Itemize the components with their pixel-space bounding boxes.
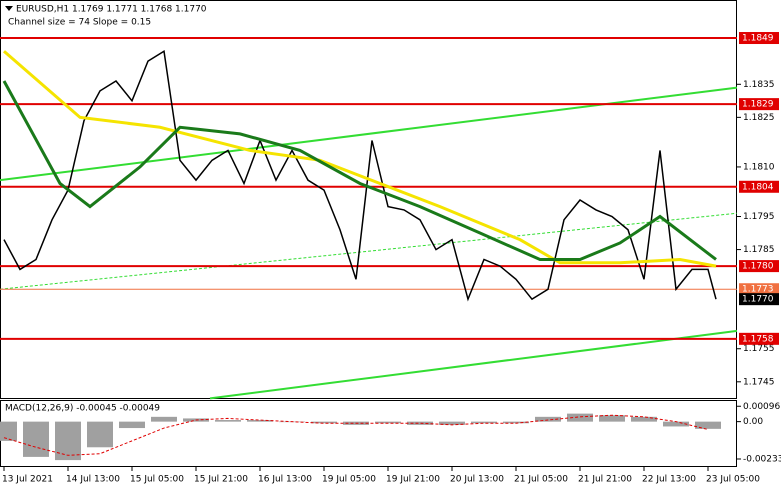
x-tick-label: 14 Jul 13:00 bbox=[66, 475, 120, 485]
price-label: 1.1770 bbox=[742, 295, 774, 305]
level-label: 1.1780 bbox=[742, 262, 774, 272]
macd-bar bbox=[55, 421, 81, 461]
level-label: 1.1773 bbox=[742, 285, 774, 295]
price-box bbox=[739, 293, 779, 306]
macd-bar bbox=[215, 420, 241, 422]
macd-bar bbox=[663, 421, 689, 427]
macd-y-tick-label: 0.00 bbox=[743, 417, 763, 427]
macd-y-tick-label: 0.00096 bbox=[743, 402, 780, 412]
level-box bbox=[739, 332, 779, 345]
menu-icon bbox=[5, 6, 13, 11]
x-tick-label: 19 Jul 05:00 bbox=[322, 475, 376, 485]
price-line bbox=[3, 50, 717, 268]
level-label: 1.1758 bbox=[742, 334, 774, 344]
y-tick-label: 1.1810 bbox=[743, 162, 775, 172]
y-tick-label: 1.1785 bbox=[743, 245, 775, 255]
macd-bar bbox=[311, 421, 337, 424]
x-tick-label: 23 Jul 05:00 bbox=[706, 475, 760, 485]
chart-title: EURUSD,H1 1.1769 1.1771 1.1768 1.1770 bbox=[16, 5, 207, 15]
x-tick-label: 21 Jul 21:00 bbox=[578, 475, 632, 485]
price-line bbox=[3, 49, 717, 302]
macd-bar bbox=[695, 421, 721, 429]
x-tick-label: 20 Jul 13:00 bbox=[450, 475, 504, 485]
macd-panel bbox=[0, 400, 737, 467]
trend-line bbox=[209, 329, 738, 400]
x-tick-label: 19 Jul 21:00 bbox=[386, 475, 440, 485]
trend-line bbox=[0, 212, 738, 290]
macd-bar bbox=[247, 420, 273, 422]
macd-bar bbox=[631, 416, 657, 422]
level-box bbox=[739, 180, 779, 193]
macd-bar bbox=[0, 421, 17, 441]
macd-bar bbox=[535, 416, 561, 422]
level-label: 1.1829 bbox=[742, 100, 774, 110]
chart-subtitle: Channel size = 74 Slope = 0.15 bbox=[8, 18, 151, 28]
y-tick-label: 1.1835 bbox=[743, 80, 775, 90]
macd-signal bbox=[3, 414, 709, 456]
x-tick-label: 13 Jul 2021 bbox=[2, 475, 53, 485]
macd-y-tick-label: -0.00233 bbox=[743, 454, 781, 464]
macd-bar bbox=[23, 421, 49, 457]
macd-bar bbox=[119, 421, 145, 429]
macd-bar bbox=[439, 421, 465, 425]
x-tick-label: 15 Jul 05:00 bbox=[130, 475, 184, 485]
level-box bbox=[739, 98, 779, 111]
macd-bar bbox=[375, 421, 401, 424]
y-tick-label: 1.1795 bbox=[743, 212, 775, 222]
macd-bar bbox=[567, 413, 593, 422]
level-label: 1.1804 bbox=[742, 182, 774, 192]
y-tick-label: 1.1755 bbox=[743, 344, 775, 354]
x-tick-label: 16 Jul 13:00 bbox=[258, 475, 312, 485]
macd-title: MACD(12,26,9) -0.00045 -0.00049 bbox=[5, 404, 160, 414]
level-box bbox=[739, 260, 779, 273]
macd-bar bbox=[407, 421, 433, 425]
macd-bar bbox=[503, 421, 529, 424]
level-box bbox=[739, 283, 779, 296]
main-panel bbox=[0, 0, 737, 399]
macd-bar bbox=[471, 421, 497, 424]
y-tick-label: 1.1825 bbox=[743, 113, 775, 123]
x-tick-label: 22 Jul 13:00 bbox=[642, 475, 696, 485]
level-box bbox=[739, 32, 779, 45]
price-line bbox=[2, 80, 717, 261]
y-tick-label: 1.1745 bbox=[743, 377, 775, 387]
macd-bar bbox=[599, 415, 625, 422]
macd-bar bbox=[87, 421, 113, 448]
macd-bar bbox=[151, 416, 177, 422]
level-label: 1.1849 bbox=[742, 34, 774, 44]
x-tick-label: 21 Jul 05:00 bbox=[514, 475, 568, 485]
trend-line bbox=[0, 86, 738, 182]
x-tick-label: 15 Jul 21:00 bbox=[194, 475, 248, 485]
